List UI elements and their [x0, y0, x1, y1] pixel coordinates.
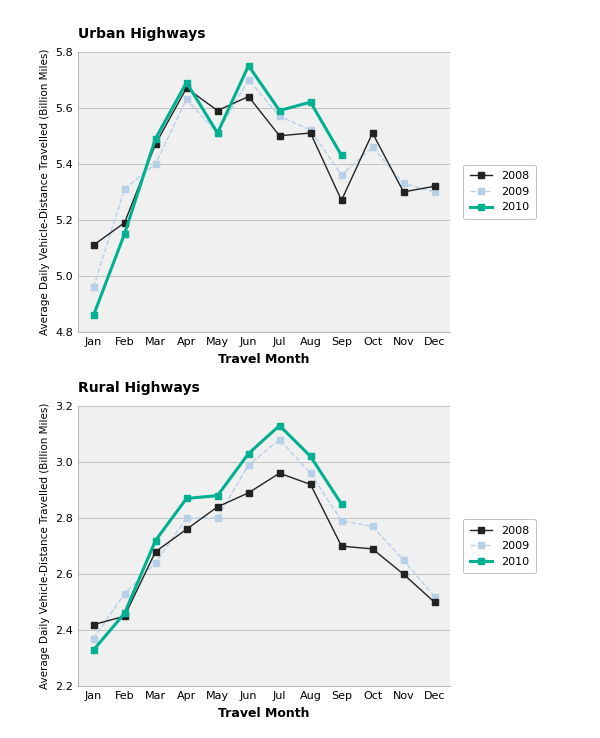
Y-axis label: Average Daily Vehicle-Distance Travelled (Billion Miles): Average Daily Vehicle-Distance Travelled…	[40, 403, 50, 689]
X-axis label: Travel Month: Travel Month	[218, 353, 310, 365]
Legend: 2008, 2009, 2010: 2008, 2009, 2010	[463, 165, 536, 219]
Y-axis label: Average Daily Vehicle-Distance Travelled (Billion Miles): Average Daily Vehicle-Distance Travelled…	[40, 49, 50, 335]
Text: Rural Highways: Rural Highways	[78, 381, 200, 395]
X-axis label: Travel Month: Travel Month	[218, 707, 310, 720]
Legend: 2008, 2009, 2010: 2008, 2009, 2010	[463, 519, 536, 573]
Text: Urban Highways: Urban Highways	[78, 27, 205, 41]
